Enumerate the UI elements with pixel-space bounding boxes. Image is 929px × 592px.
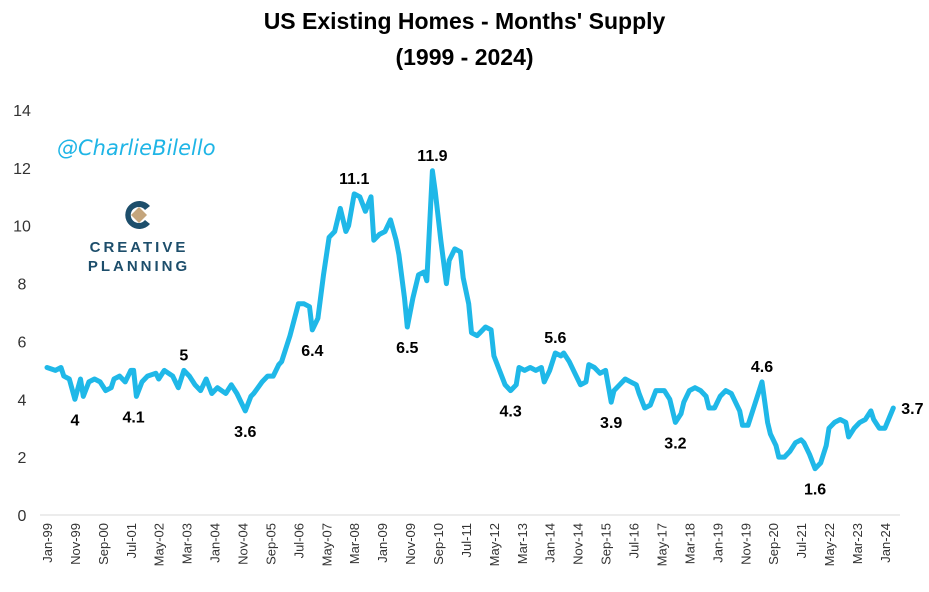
- x-tick-label: Nov-99: [68, 523, 83, 565]
- series-line: [44, 168, 896, 472]
- x-tick-label: May-07: [319, 523, 334, 566]
- x-tick-label: Jul-21: [794, 523, 809, 558]
- chart-subtitle: (1999 - 2024): [395, 44, 534, 70]
- y-tick-label: 4: [18, 392, 27, 409]
- logo-line2: PLANNING: [87, 258, 191, 275]
- chart-title: US Existing Homes - Months' Supply: [263, 8, 666, 34]
- data-label: 4.1: [122, 409, 144, 426]
- data-label: 3.2: [664, 435, 686, 452]
- data-label: 3.7: [901, 401, 923, 418]
- data-label: 6.4: [301, 343, 323, 360]
- y-tick-label: 0: [18, 508, 27, 525]
- y-tick-label: 8: [18, 277, 27, 294]
- x-tick-label: Jan-24: [878, 523, 893, 563]
- x-tick-label: May-17: [654, 523, 669, 566]
- x-tick-label: Sep-00: [96, 523, 111, 565]
- data-label: 6.5: [396, 340, 418, 357]
- x-tick-label: Nov-09: [403, 523, 418, 565]
- x-tick-label: May-12: [487, 523, 502, 566]
- x-tick-label: Mar-03: [180, 523, 195, 564]
- y-tick-label: 10: [13, 219, 31, 236]
- x-tick-label: May-22: [822, 523, 837, 566]
- x-tick-label: Jul-11: [459, 523, 474, 557]
- data-label: 1.6: [804, 482, 826, 499]
- creative-planning-logo: CREATIVE PLANNING: [84, 198, 194, 276]
- y-tick-label: 14: [13, 103, 31, 120]
- logo-line1: CREATIVE: [89, 239, 189, 256]
- x-tick-label: Jan-19: [710, 523, 725, 563]
- x-tick-label: Jan-04: [208, 523, 223, 563]
- y-tick-label: 12: [13, 161, 31, 178]
- x-tick-label: Jan-99: [40, 523, 55, 563]
- data-label: 11.9: [417, 148, 447, 165]
- x-tick-label: Mar-18: [682, 523, 697, 564]
- x-tick-label: Jan-14: [543, 523, 558, 563]
- data-label: 3.6: [234, 424, 256, 441]
- x-tick-label: May-02: [152, 523, 167, 566]
- data-label: 5.6: [544, 330, 566, 347]
- x-tick-label: Jul-16: [627, 523, 642, 558]
- logo-mark-icon: [125, 201, 150, 229]
- x-tick-label: Sep-05: [263, 523, 278, 565]
- data-label: 4.3: [500, 404, 522, 421]
- data-label: 5: [179, 347, 188, 364]
- y-tick-label: 6: [18, 334, 27, 351]
- x-tick-label: Mar-13: [515, 523, 530, 564]
- data-label: 4: [70, 412, 79, 429]
- x-tick-label: Jul-06: [291, 523, 306, 558]
- watermark-handle: @CharlieBilello: [57, 136, 216, 160]
- x-tick-label: Jul-01: [124, 523, 139, 558]
- x-tick-label: Sep-20: [766, 523, 781, 565]
- x-tick-label: Mar-08: [347, 523, 362, 564]
- x-tick-label: Sep-15: [599, 523, 614, 565]
- x-tick-label: Mar-23: [850, 523, 865, 564]
- data-label: 11.1: [339, 171, 369, 188]
- x-tick-label: Jan-09: [375, 523, 390, 563]
- data-label: 4.6: [751, 359, 773, 376]
- x-tick-label: Sep-10: [431, 523, 446, 565]
- x-tick-label: Nov-19: [738, 523, 753, 565]
- data-label: 3.9: [600, 415, 622, 432]
- y-tick-label: 2: [18, 450, 27, 467]
- x-tick-label: Nov-04: [236, 523, 251, 565]
- x-tick-label: Nov-14: [571, 523, 586, 565]
